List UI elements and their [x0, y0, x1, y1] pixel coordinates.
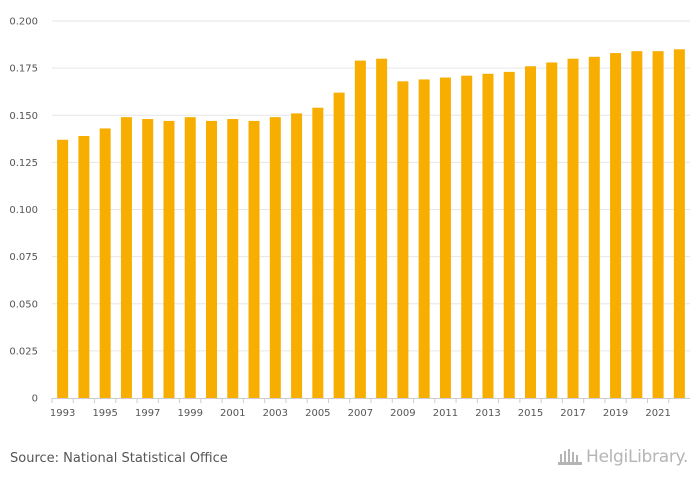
bar-2018[interactable] — [588, 56, 600, 398]
y-tick-label: 0.200 — [9, 17, 38, 28]
helgilibrary-logo[interactable]: HelgiLibrary. — [557, 447, 688, 467]
x-axis-ticks: 1993 1995 1997 1999 2001 2003 2005 2007 2009 2011… — [50, 398, 671, 419]
bar-2009[interactable] — [397, 81, 409, 398]
source-note: Source: National Statistical Office — [10, 451, 228, 466]
bar-2007[interactable] — [354, 60, 366, 399]
bar-2000[interactable] — [206, 120, 217, 398]
bar-2021[interactable] — [652, 51, 664, 398]
bar-2011[interactable] — [439, 77, 451, 399]
y-tick-label: 0 — [32, 394, 38, 405]
x-tick-label: 2003 — [263, 408, 288, 419]
bar-1995[interactable] — [99, 128, 111, 398]
bar-1996[interactable] — [120, 117, 132, 398]
bar-2022[interactable] — [673, 49, 685, 398]
y-tick-label: 0.075 — [9, 252, 38, 263]
y-tick-label: 0.125 — [9, 158, 38, 169]
x-tick-label: 2009 — [390, 408, 415, 419]
bar-2013[interactable] — [482, 73, 494, 398]
x-tick-label: 2019 — [603, 408, 628, 419]
bar-2020[interactable] — [631, 51, 643, 398]
x-tick-label: 2011 — [433, 408, 458, 419]
logo-text: HelgiLibrary. — [585, 447, 688, 467]
y-tick-label: 0.025 — [9, 346, 38, 357]
bar-2004[interactable] — [291, 113, 303, 399]
gridlines — [52, 20, 690, 352]
x-tick-label: 1993 — [50, 408, 75, 419]
bar-1998[interactable] — [163, 120, 175, 398]
y-tick-label: 0.100 — [9, 205, 38, 216]
bar-2006[interactable] — [333, 92, 345, 398]
bar-2019[interactable] — [610, 53, 622, 399]
y-axis-ticks: 0 0.025 0.050 0.075 0.100 0.125 0.150 0.175 0.20… — [9, 17, 38, 405]
bar-chart: 0 0.025 0.050 0.075 0.100 0.125 0.150 0.175 0.20… — [9, 17, 690, 419]
bar-2002[interactable] — [248, 120, 260, 398]
x-tick-label: 2005 — [305, 408, 330, 419]
bar-2017[interactable] — [567, 58, 579, 398]
bar-1999[interactable] — [184, 117, 196, 398]
x-tick-label: 2013 — [475, 408, 500, 419]
y-tick-label: 0.150 — [9, 111, 38, 122]
library-building-icon — [557, 449, 582, 465]
x-tick-label: 2021 — [645, 408, 670, 419]
x-tick-label: 1997 — [135, 408, 160, 419]
bar-2008[interactable] — [376, 58, 388, 398]
y-tick-label: 0.175 — [9, 64, 38, 75]
bar-2003[interactable] — [269, 117, 281, 398]
x-tick-label: 1999 — [178, 408, 203, 419]
x-tick-label: 1995 — [92, 408, 117, 419]
bar-2015[interactable] — [525, 66, 536, 399]
bar-2016[interactable] — [546, 62, 558, 398]
x-tick-label: 2015 — [518, 408, 543, 419]
bar-2012[interactable] — [461, 75, 473, 399]
bar-1994[interactable] — [78, 135, 90, 399]
x-tick-label: 2001 — [220, 408, 245, 419]
bar-2010[interactable] — [418, 79, 430, 398]
bar-2014[interactable] — [503, 71, 515, 399]
bars — [57, 49, 685, 399]
x-tick-label: 2017 — [560, 408, 585, 419]
bar-1993[interactable] — [57, 139, 69, 398]
bar-1997[interactable] — [142, 119, 154, 399]
y-tick-label: 0.050 — [9, 299, 38, 310]
x-tick-label: 2007 — [348, 408, 373, 419]
bar-2001[interactable] — [227, 119, 239, 399]
bar-2005[interactable] — [312, 107, 324, 399]
